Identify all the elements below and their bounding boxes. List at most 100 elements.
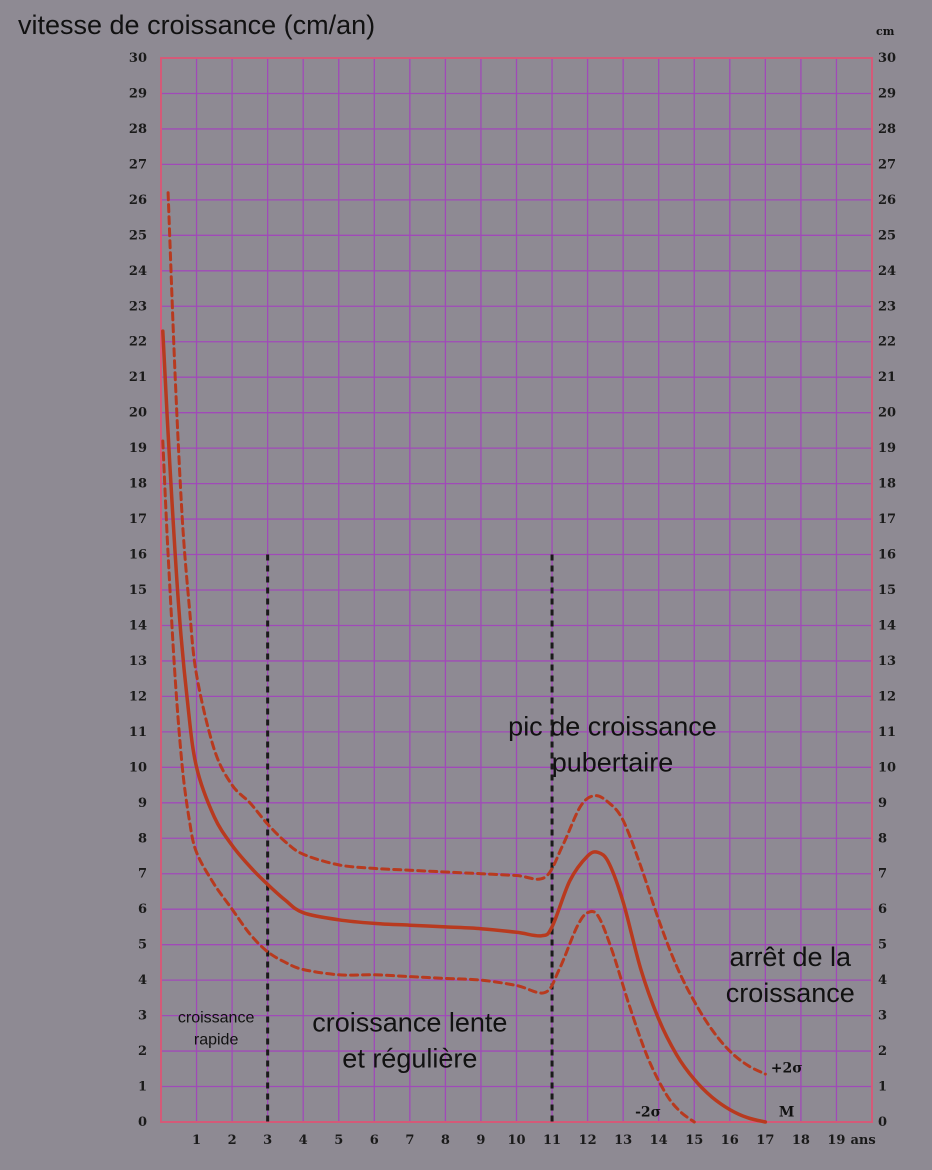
y-tick-label-left: 14 [129, 618, 147, 633]
plot-border [160, 57, 873, 1123]
y-tick-label-left: 24 [129, 264, 147, 279]
series-label: -2σ [635, 1105, 661, 1121]
y-tick-label-left: 3 [138, 1009, 147, 1024]
x-tick-label: 10 [507, 1133, 525, 1148]
x-tick-label: 15 [685, 1133, 703, 1148]
series-labels: +2σ -2σ M [635, 1060, 802, 1120]
y-tick-label-right: 24 [878, 264, 896, 279]
annotations: croissance rapide croissance lente et régul… [178, 711, 855, 1073]
y-tick-label-left: 16 [129, 548, 147, 563]
y-tick-label-left: 25 [129, 228, 147, 243]
y-tick-label-right: 8 [878, 831, 887, 846]
y-tick-label-right: 23 [878, 299, 896, 314]
series-label: +2σ [771, 1060, 803, 1076]
curves [161, 191, 768, 1124]
y-tick-label-right: 10 [878, 760, 896, 775]
x-tick-label: 12 [579, 1133, 597, 1148]
y-tick-label-right: 4 [878, 973, 887, 988]
y-tick-label-right: 18 [878, 477, 896, 492]
y-tick-label-right: 13 [878, 654, 896, 669]
y-tick-label-left: 0 [138, 1115, 147, 1130]
x-tick-label: 17 [756, 1133, 774, 1148]
y-tick-label-right: 29 [878, 86, 896, 101]
x-tick-label: 6 [370, 1133, 379, 1148]
curve-plus-2-sigma [166, 191, 767, 1076]
y-tick-label-left: 5 [138, 938, 147, 953]
y-tick-label-left: 22 [129, 335, 147, 350]
y-tick-label-right: 25 [878, 228, 896, 243]
y-tick-label-right: 26 [878, 193, 896, 208]
y-tick-label-left: 6 [138, 902, 147, 917]
y-tick-label-left: 2 [138, 1044, 147, 1059]
annotation-text: pubertaire [552, 747, 674, 777]
y-tick-label-left: 11 [129, 725, 147, 740]
y-tick-label-left: 28 [129, 122, 147, 137]
y-tick-label-left: 17 [129, 512, 147, 527]
y-tick-label-left: 19 [129, 441, 147, 456]
y-tick-label-left: 23 [129, 299, 147, 314]
y-tick-label-right: 20 [878, 406, 896, 421]
x-tick-label: 2 [228, 1133, 237, 1148]
y-tick-label-left: 18 [129, 477, 147, 492]
x-tick-label: 7 [405, 1133, 414, 1148]
y-tick-label-left: 15 [129, 583, 147, 598]
y-tick-label-right: 2 [878, 1044, 887, 1059]
y-tick-label-right: 22 [878, 335, 896, 350]
y-tick-label-left: 4 [138, 973, 147, 988]
chart-title: vitesse de croissance (cm/an) [18, 10, 375, 40]
x-tick-label: 13 [614, 1133, 632, 1148]
x-tick-label: 4 [299, 1133, 308, 1148]
right-axis-unit: cm [876, 25, 895, 38]
x-tick-label: 11 [543, 1133, 561, 1148]
y-tick-label-right: 28 [878, 122, 896, 137]
y-tick-label-right: 3 [878, 1009, 887, 1024]
annotation-text: croissance [178, 1010, 255, 1027]
y-tick-label-left: 20 [129, 406, 147, 421]
y-tick-label-left: 13 [129, 654, 147, 669]
x-tick-label: 8 [441, 1133, 450, 1148]
y-tick-label-right: 6 [878, 902, 887, 917]
y-tick-label-right: 9 [878, 796, 887, 811]
y-tick-label-left: 12 [129, 689, 147, 704]
y-tick-label-left: 21 [129, 370, 147, 385]
annotation-text: croissance lente [312, 1008, 507, 1038]
x-tick-label: 9 [476, 1133, 485, 1148]
grid [160, 57, 873, 1123]
curve-minus-2-sigma [161, 439, 696, 1124]
y-tick-label-right: 15 [878, 583, 896, 598]
y-tick-label-right: 30 [878, 51, 896, 66]
y-tick-label-right: 1 [878, 1080, 887, 1095]
y-tick-label-left: 29 [129, 86, 147, 101]
y-tick-label-right: 16 [878, 548, 896, 563]
y-tick-label-left: 30 [129, 51, 147, 66]
annotation-text: et régulière [342, 1044, 477, 1074]
y-tick-label-right: 21 [878, 370, 896, 385]
y-tick-label-right: 11 [878, 725, 896, 740]
y-tick-label-left: 1 [138, 1080, 147, 1095]
x-tick-label: 16 [721, 1133, 739, 1148]
annotation-text: arrêt de la [729, 942, 852, 972]
y-tick-label-left: 26 [129, 193, 147, 208]
x-tick-label: 19 [827, 1133, 845, 1148]
x-tick-label: 5 [334, 1133, 343, 1148]
annotation-text: pic de croissance [508, 711, 717, 741]
x-tick-label: 3 [263, 1133, 272, 1148]
y-tick-label-right: 0 [878, 1115, 887, 1130]
x-tick-label: 1 [192, 1133, 201, 1148]
y-tick-label-right: 5 [878, 938, 887, 953]
curve-median [161, 329, 768, 1124]
series-label: M [779, 1105, 795, 1121]
y-tick-label-right: 27 [878, 157, 896, 172]
y-tick-label-left: 27 [129, 157, 147, 172]
y-tick-label-left: 10 [129, 760, 147, 775]
y-tick-label-right: 19 [878, 441, 896, 456]
y-tick-label-right: 14 [878, 618, 896, 633]
x-tick-label: 18 [792, 1133, 810, 1148]
y-tick-label-right: 7 [878, 867, 887, 882]
y-tick-label-right: 17 [878, 512, 896, 527]
annotation-text: rapide [194, 1032, 239, 1049]
y-tick-label-left: 9 [138, 796, 147, 811]
